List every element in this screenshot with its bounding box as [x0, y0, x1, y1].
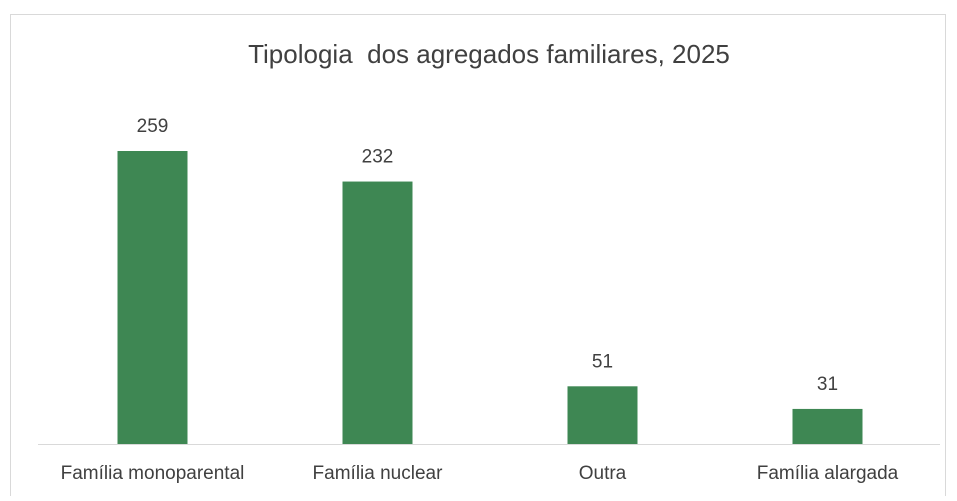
- x-tick-label: Família alargada: [757, 463, 899, 484]
- data-label: 259: [137, 116, 169, 137]
- data-label: 232: [362, 147, 394, 168]
- x-tick-label: Família monoparental: [61, 463, 245, 484]
- chart-title: Tipologia dos agregados familiares, 2025: [248, 39, 730, 69]
- bar: [792, 408, 863, 444]
- bar: [567, 386, 638, 444]
- x-tick-label: Outra: [579, 463, 627, 484]
- data-label: 31: [817, 374, 838, 395]
- bar: [117, 151, 188, 444]
- data-label: 51: [592, 351, 613, 372]
- bar: [342, 181, 413, 444]
- x-tick-label: Família nuclear: [313, 463, 444, 484]
